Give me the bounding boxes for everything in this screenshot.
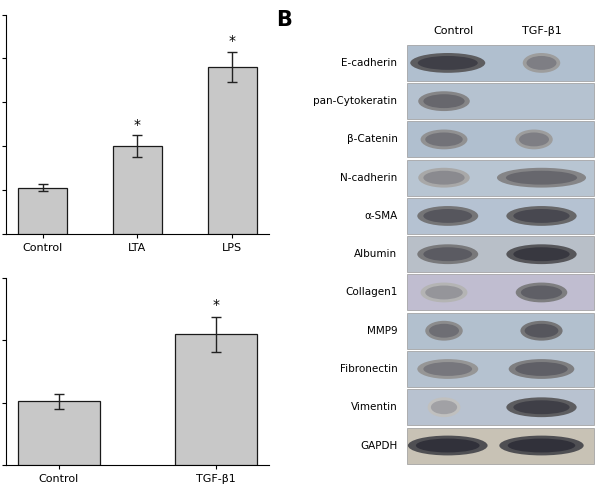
Ellipse shape [506, 397, 577, 417]
Ellipse shape [514, 209, 569, 223]
Ellipse shape [424, 94, 464, 108]
Ellipse shape [516, 283, 567, 302]
Ellipse shape [514, 400, 569, 414]
Bar [113, 146, 162, 234]
Text: Albumin: Albumin [355, 249, 397, 259]
Ellipse shape [410, 53, 485, 73]
Bar [407, 160, 594, 196]
Ellipse shape [515, 130, 553, 150]
Bar [18, 401, 100, 465]
Text: pan-Cytokeratin: pan-Cytokeratin [313, 96, 397, 106]
Text: GAPDH: GAPDH [360, 440, 397, 451]
Bar [175, 334, 257, 465]
Ellipse shape [524, 324, 559, 338]
Text: α-SMA: α-SMA [364, 211, 397, 221]
Ellipse shape [421, 283, 467, 302]
Text: β-Catenin: β-Catenin [347, 135, 397, 144]
Ellipse shape [416, 439, 479, 453]
Text: TGF-β1: TGF-β1 [521, 26, 562, 36]
Ellipse shape [514, 247, 569, 261]
Text: E-cadherin: E-cadherin [341, 58, 397, 68]
Ellipse shape [418, 56, 478, 70]
Ellipse shape [429, 324, 459, 338]
Ellipse shape [424, 362, 472, 376]
Ellipse shape [520, 321, 563, 341]
Ellipse shape [515, 362, 568, 376]
Text: Collagen1: Collagen1 [345, 287, 397, 298]
Ellipse shape [417, 206, 478, 226]
Text: Control: Control [433, 26, 473, 36]
Bar [407, 427, 594, 464]
Bar [407, 45, 594, 81]
Text: B: B [277, 10, 292, 30]
Ellipse shape [506, 171, 577, 184]
Bar [407, 274, 594, 310]
Bar [407, 351, 594, 387]
Ellipse shape [425, 286, 463, 300]
Bar [407, 236, 594, 272]
Ellipse shape [497, 168, 586, 188]
Ellipse shape [428, 397, 460, 417]
Ellipse shape [424, 209, 472, 223]
Ellipse shape [417, 359, 478, 379]
Text: MMP9: MMP9 [367, 326, 397, 336]
Text: Vimentin: Vimentin [350, 402, 397, 412]
Text: *: * [212, 298, 220, 312]
Ellipse shape [499, 436, 584, 455]
Ellipse shape [424, 171, 464, 184]
Bar [18, 188, 67, 234]
Ellipse shape [509, 359, 574, 379]
Ellipse shape [508, 439, 575, 453]
Ellipse shape [417, 244, 478, 264]
Ellipse shape [418, 168, 470, 188]
Ellipse shape [527, 56, 557, 70]
Ellipse shape [506, 206, 577, 226]
Text: N-cadherin: N-cadherin [340, 173, 397, 182]
Ellipse shape [408, 436, 488, 455]
Bar [407, 313, 594, 349]
Text: *: * [229, 34, 236, 48]
Bar [407, 389, 594, 425]
Ellipse shape [424, 247, 472, 261]
Ellipse shape [519, 133, 549, 146]
Ellipse shape [425, 133, 463, 146]
Bar [407, 83, 594, 119]
Ellipse shape [506, 244, 577, 264]
Ellipse shape [523, 53, 560, 73]
Bar [407, 121, 594, 157]
Text: *: * [134, 118, 141, 132]
Ellipse shape [521, 286, 562, 300]
Ellipse shape [418, 91, 470, 111]
Ellipse shape [425, 321, 463, 341]
Bar [407, 198, 594, 234]
Bar [208, 67, 257, 234]
Text: Fibronectin: Fibronectin [340, 364, 397, 374]
Ellipse shape [421, 130, 467, 150]
Ellipse shape [431, 400, 457, 414]
